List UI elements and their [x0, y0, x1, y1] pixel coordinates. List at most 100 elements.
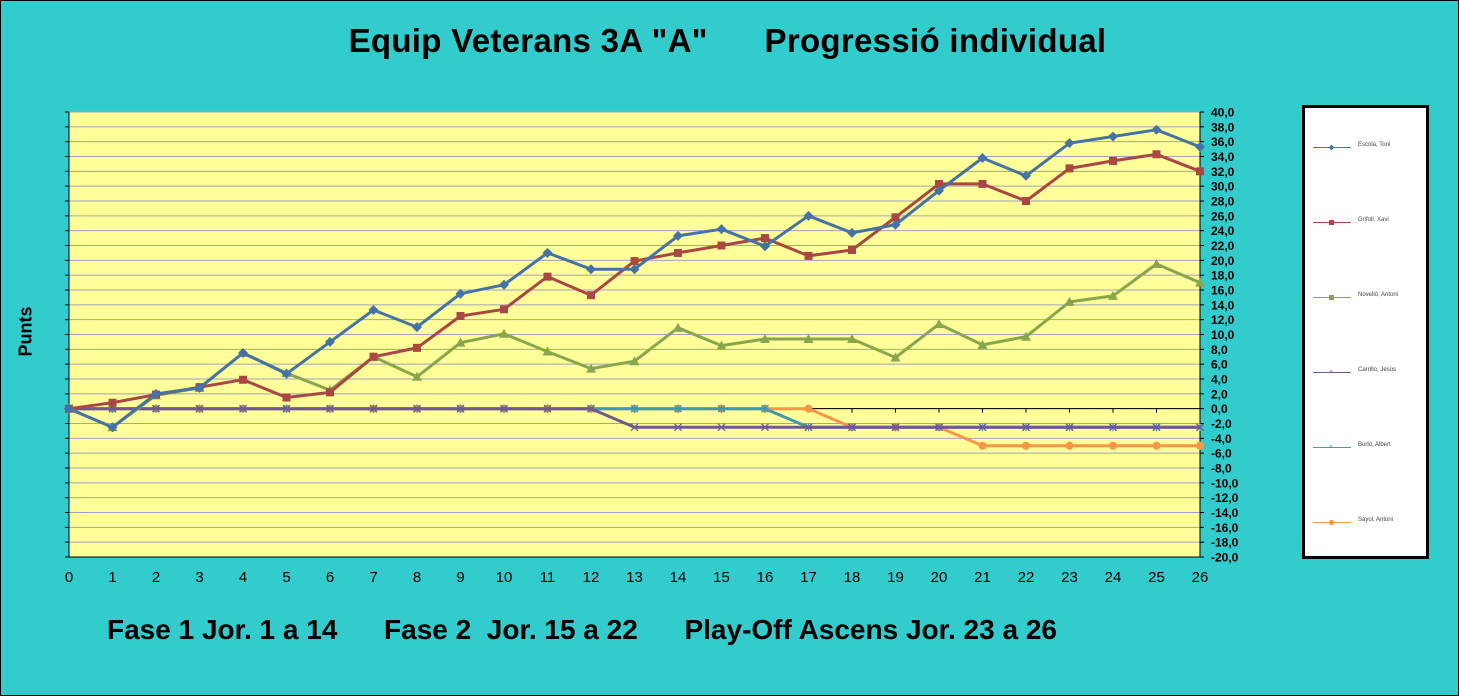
x-tick-label: 21	[974, 569, 991, 586]
chart-legend: Escola, Toni Grifoll, Xavi Novellò, Antoni…	[1302, 105, 1429, 559]
y-tick-label: 0,0	[1211, 402, 1228, 416]
data-point	[1065, 423, 1074, 432]
data-point	[630, 257, 639, 266]
data-point	[586, 264, 596, 275]
y-tick-label: 18,0	[1211, 269, 1235, 283]
data-point	[413, 404, 421, 413]
legend-item: Escola, Toni	[1305, 142, 1426, 154]
legend-label: Escola, Toni	[1358, 142, 1391, 148]
x-tick-label: 2	[152, 569, 160, 586]
data-point	[1151, 259, 1162, 269]
data-point	[761, 234, 769, 243]
y-tick-label: 20,0	[1211, 254, 1235, 268]
chart-title: Equip Veterans 3A "A" Progressió individ…	[348, 22, 1107, 59]
y-tick-label: 40,0	[1211, 106, 1235, 120]
data-point	[761, 404, 769, 413]
legend-marker-icon	[1329, 295, 1334, 300]
legend-marker-icon	[1329, 520, 1334, 525]
x-tick-label: 14	[670, 569, 687, 586]
data-point	[1021, 170, 1031, 181]
y-tick-label: 30,0	[1211, 180, 1235, 194]
data-point	[1109, 441, 1117, 450]
data-point	[195, 404, 204, 413]
legend-swatch	[1313, 372, 1351, 373]
data-point	[803, 333, 814, 343]
legend-label: Grifoll, Xavi	[1358, 217, 1389, 223]
data-point	[1108, 290, 1118, 300]
data-point	[194, 382, 205, 393]
y-tick-label: 34,0	[1211, 150, 1235, 164]
data-point	[847, 227, 857, 238]
x-tick-label: 1	[108, 569, 116, 586]
x-tick-label: 13	[626, 569, 643, 586]
data-point	[1195, 277, 1205, 287]
data-point	[369, 404, 378, 413]
data-point	[630, 423, 639, 432]
y-tick-label: -10,0	[1211, 476, 1239, 490]
data-point	[674, 404, 682, 413]
data-point	[934, 319, 944, 329]
y-tick-label: -16,0	[1211, 521, 1239, 535]
data-point	[935, 179, 943, 188]
x-tick-label: 9	[456, 569, 464, 586]
x-tick-label: 18	[844, 569, 861, 586]
data-point	[1152, 441, 1161, 450]
legend-label: Novellò, Antoni	[1358, 292, 1399, 298]
data-point	[760, 241, 770, 252]
data-point	[1108, 131, 1118, 142]
data-point	[847, 333, 857, 343]
data-point	[803, 210, 814, 221]
data-point	[716, 340, 727, 350]
data-point	[455, 288, 466, 299]
data-point	[1022, 197, 1030, 205]
x-tick-label: 8	[413, 569, 421, 586]
data-point	[1065, 164, 1074, 173]
data-point	[1022, 441, 1030, 450]
x-tick-label: 23	[1061, 569, 1078, 586]
data-point	[1065, 441, 1074, 450]
data-point	[500, 305, 508, 314]
legend-item: Sayol, Antoni	[1305, 517, 1426, 529]
data-point	[760, 333, 770, 343]
data-point	[673, 322, 683, 332]
data-point	[239, 375, 247, 384]
data-point	[717, 404, 726, 413]
x-tick-label: 25	[1148, 569, 1165, 586]
x-tick-label: 22	[1018, 569, 1035, 586]
y-tick-label: 6,0	[1211, 358, 1228, 372]
data-point	[542, 247, 553, 258]
data-point	[717, 241, 726, 250]
x-tick-label: 0	[65, 569, 73, 586]
data-point	[890, 219, 901, 230]
legend-item: × Burló, Albert	[1305, 442, 1426, 454]
x-tick-label: 19	[887, 569, 904, 586]
data-point	[151, 388, 161, 399]
data-point	[281, 368, 292, 379]
legend-item: Grifoll, Xavi	[1305, 217, 1426, 229]
data-point	[542, 346, 553, 356]
data-point	[761, 423, 769, 432]
y-tick-label: 8,0	[1211, 343, 1228, 357]
legend-item: × Carrillo, Jesús	[1305, 367, 1426, 379]
data-point	[1152, 150, 1161, 159]
data-point	[369, 352, 378, 361]
y-tick-label: 28,0	[1211, 195, 1235, 209]
y-tick-label: 38,0	[1211, 120, 1235, 134]
y-tick-label: -6,0	[1211, 447, 1232, 461]
data-point	[499, 279, 509, 290]
data-point	[1064, 296, 1075, 306]
data-point	[586, 363, 596, 373]
data-point	[456, 311, 465, 320]
data-point	[1064, 138, 1075, 149]
footer-note: Fase 1 Jor. 1 a 14 Fase 2 Jor. 15 a 22 P…	[107, 614, 1057, 645]
x-tick-label: 20	[931, 569, 948, 586]
y-tick-label: -20,0	[1211, 551, 1239, 565]
data-point	[543, 404, 552, 413]
data-point	[629, 356, 640, 366]
legend-label: Burló, Albert	[1358, 442, 1391, 448]
data-point	[674, 248, 682, 257]
y-tick-label: 22,0	[1211, 239, 1235, 253]
y-tick-label: 24,0	[1211, 224, 1235, 238]
legend-swatch	[1313, 447, 1351, 448]
data-point	[630, 404, 639, 413]
